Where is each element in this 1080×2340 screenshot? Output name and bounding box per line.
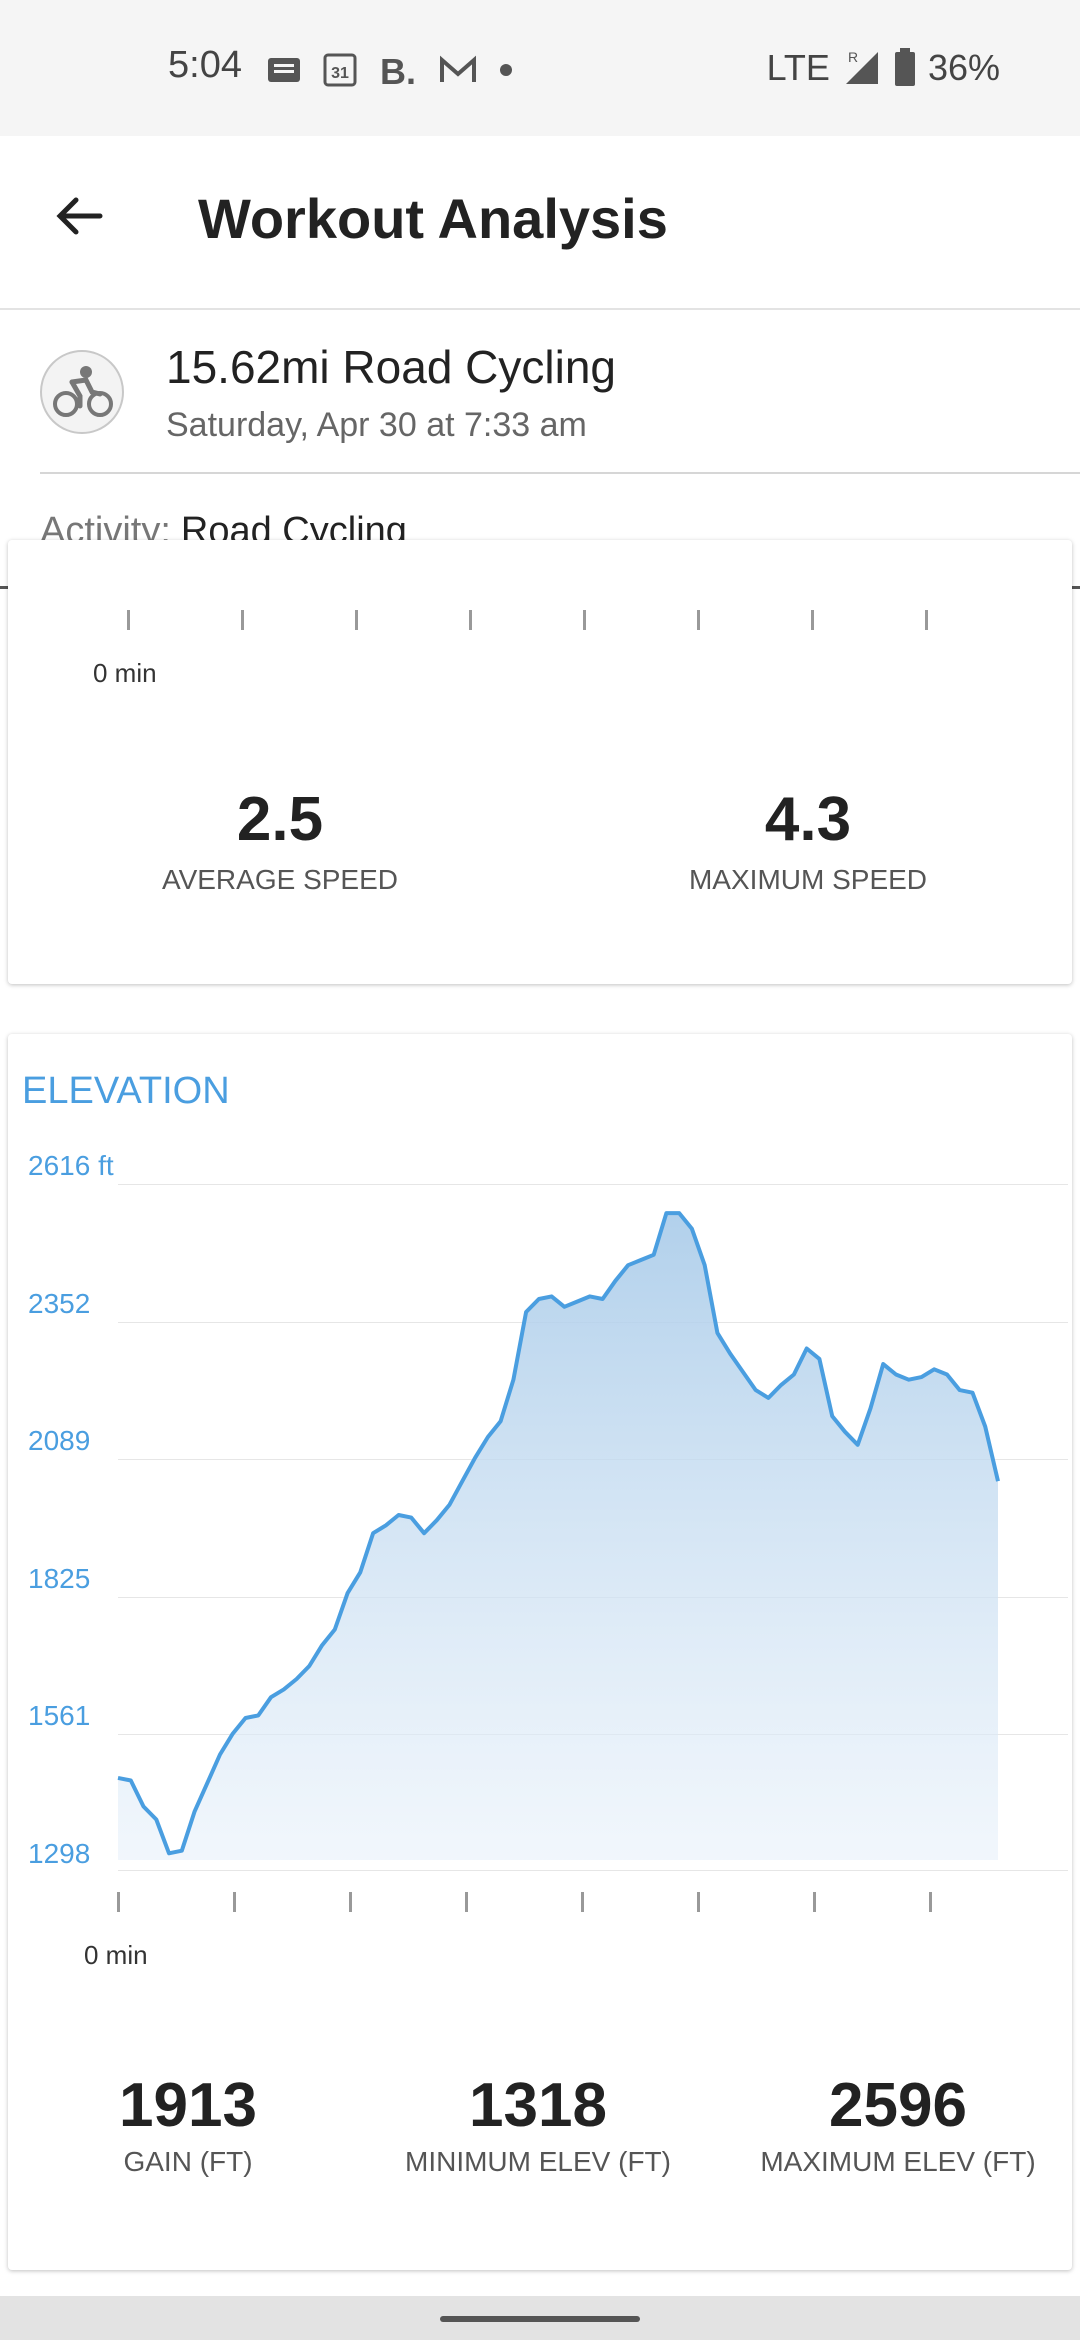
page-title: Workout Analysis (198, 187, 668, 250)
status-bar: 5:04 31 B. LTE R 36% (0, 0, 1080, 136)
speed-x-label: 0 min (93, 658, 157, 688)
y-tick-label: 1561 (28, 1700, 91, 1731)
maximum-speed-label: MAXIMUM SPEED (688, 864, 928, 895)
average-speed-label: AVERAGE SPEED (161, 864, 398, 895)
minimum-elev-value: 1318 (469, 2071, 607, 2140)
battery-percent: 36% (927, 47, 1000, 88)
elevation-area (118, 1213, 998, 1860)
cyclist-icon (53, 366, 113, 417)
x-tick (349, 1892, 352, 1912)
gmail-icon (440, 55, 476, 82)
home-handle[interactable] (440, 2316, 640, 2322)
y-tick-label: 2089 (28, 1425, 91, 1456)
maximum-elev-label: MAXIMUM ELEV (FT) (760, 2146, 1036, 2177)
elevation-card: ELEVATION 2616 ft 2352 2089 1825 1561 12… (8, 1034, 1072, 2270)
maximum-speed-value: 4.3 (764, 785, 852, 854)
roaming-label: R (848, 49, 858, 65)
calendar-icon: 31 (323, 53, 357, 87)
navigation-bar (0, 2296, 1080, 2340)
x-tick (581, 1892, 584, 1912)
workout-date: Saturday, Apr 30 at 7:33 am (166, 406, 587, 444)
message-icon (268, 58, 300, 82)
x-tick (697, 610, 700, 630)
x-tick (117, 1892, 120, 1912)
header-divider (40, 472, 1080, 474)
y-tick-label: 2352 (28, 1288, 91, 1319)
elevation-line (117, 1211, 1000, 1856)
app-bar: Workout Analysis (0, 136, 1080, 310)
y-tick-label: 2616 ft (28, 1150, 114, 1181)
x-tick (811, 610, 814, 630)
booking-icon: B. (380, 52, 416, 88)
gain-value: 1913 (119, 2071, 257, 2140)
status-time: 5:04 (168, 44, 242, 86)
gain-label: GAIN (FT) (123, 2146, 253, 2177)
x-tick (697, 1892, 700, 1912)
elevation-chart (117, 1211, 1000, 1860)
dot-icon (500, 64, 512, 76)
x-tick (127, 610, 130, 630)
speed-card: 0 min 2.5 AVERAGE SPEED 4.3 MAXIMUM SPEE… (8, 540, 1072, 984)
signal-icon: R (845, 49, 878, 84)
x-tick (233, 1892, 236, 1912)
x-tick (925, 610, 928, 630)
back-arrow-icon[interactable] (48, 184, 112, 248)
svg-text:B.: B. (380, 52, 416, 88)
minimum-elev-label: MINIMUM ELEV (FT) (405, 2146, 671, 2177)
notification-icons: 31 B. (266, 50, 514, 90)
y-tick-label: 1825 (28, 1563, 91, 1594)
cycling-avatar (40, 350, 124, 434)
battery-icon (894, 48, 915, 86)
x-tick (469, 610, 472, 630)
network-label: LTE (766, 47, 830, 88)
workout-title: 15.62mi Road Cycling (166, 341, 617, 393)
maximum-elev-value: 2596 (829, 2071, 967, 2140)
elevation-x-label: 0 min (84, 1940, 148, 1970)
x-tick (241, 610, 244, 630)
x-tick (929, 1892, 932, 1912)
average-speed-value: 2.5 (236, 785, 324, 854)
x-tick (813, 1892, 816, 1912)
x-tick (465, 1892, 468, 1912)
status-right: LTE R 36% (767, 44, 1000, 92)
elevation-title: ELEVATION (22, 1070, 230, 1112)
grid-line (118, 1870, 1068, 1871)
x-tick (583, 610, 586, 630)
y-tick-label: 1298 (28, 1838, 91, 1869)
x-tick (355, 610, 358, 630)
grid-line (118, 1184, 1068, 1185)
svg-text:31: 31 (331, 65, 349, 82)
